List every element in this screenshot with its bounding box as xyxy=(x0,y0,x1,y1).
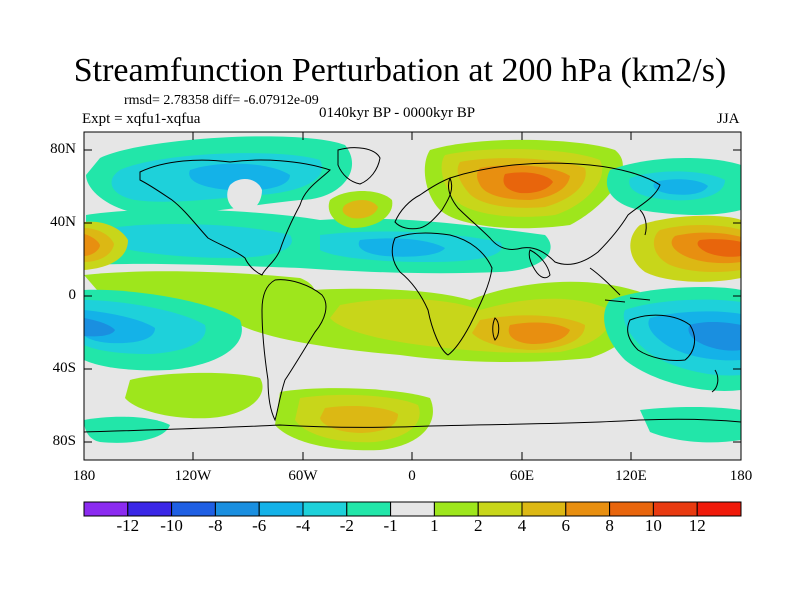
x-tick-label: 60W xyxy=(288,468,318,484)
colorbar xyxy=(83,501,742,517)
colorbar-label: 12 xyxy=(688,516,706,535)
colorbar-swatch xyxy=(390,501,435,517)
colorbar-swatch xyxy=(127,501,173,517)
colorbar-swatch xyxy=(346,501,392,517)
y-tick-label: 80S xyxy=(52,433,76,449)
colorbar-swatch xyxy=(521,501,567,517)
page-title: Streamfunction Perturbation at 200 hPa (… xyxy=(73,52,727,89)
colorbar-swatch xyxy=(477,501,523,517)
colorbar-swatch xyxy=(258,501,304,517)
x-tick-label: 120W xyxy=(174,468,212,484)
colorbar-swatch xyxy=(302,501,348,517)
x-tick-label: 180 xyxy=(72,468,96,484)
coastlines xyxy=(84,147,741,433)
y-tick-label: 40N xyxy=(50,214,76,230)
experiment-label: Expt = xqfu1-xqfua xyxy=(82,111,201,127)
colorbar-label: 2 xyxy=(473,516,483,535)
colorbar-label: -10 xyxy=(160,516,183,535)
colorbar-label: -12 xyxy=(116,516,140,535)
y-tick-label: 0 xyxy=(68,287,77,303)
season-label: JJA xyxy=(717,111,740,127)
x-tick-label: 180 xyxy=(729,468,753,484)
colorbar-swatch xyxy=(609,501,654,517)
colorbar-swatch xyxy=(696,501,742,517)
colorbar-swatch xyxy=(214,501,260,517)
colorbar-label: 6 xyxy=(561,516,571,535)
colorbar-label: 1 xyxy=(430,516,439,535)
period-label: 0140kyr BP - 0000kyr BP xyxy=(319,105,476,121)
x-tick-label: 0 xyxy=(408,468,416,484)
colorbar-label: 4 xyxy=(517,516,527,535)
colorbar-swatch xyxy=(652,501,698,517)
x-tick-label: 120E xyxy=(615,468,647,484)
colorbar-swatch xyxy=(433,501,479,517)
contour-fill xyxy=(84,132,741,460)
colorbar-label: 10 xyxy=(644,516,662,535)
colorbar-label: -2 xyxy=(339,516,354,535)
stats-label: rmsd= 2.78358 diff= -6.07912e-09 xyxy=(124,93,319,108)
colorbar-swatch xyxy=(171,501,216,517)
x-tick-label: 60E xyxy=(509,468,535,484)
y-tick-label: 40S xyxy=(52,360,76,376)
colorbar-label: -8 xyxy=(208,516,223,535)
colorbar-label: -1 xyxy=(383,516,398,535)
colorbar-swatch xyxy=(83,501,129,517)
colorbar-label: -6 xyxy=(252,516,267,535)
colorbar-label: 8 xyxy=(605,516,614,535)
axis-ticks xyxy=(84,132,741,460)
colorbar-swatch xyxy=(565,501,611,517)
colorbar-label: -4 xyxy=(295,516,311,535)
y-tick-label: 80N xyxy=(50,141,76,157)
